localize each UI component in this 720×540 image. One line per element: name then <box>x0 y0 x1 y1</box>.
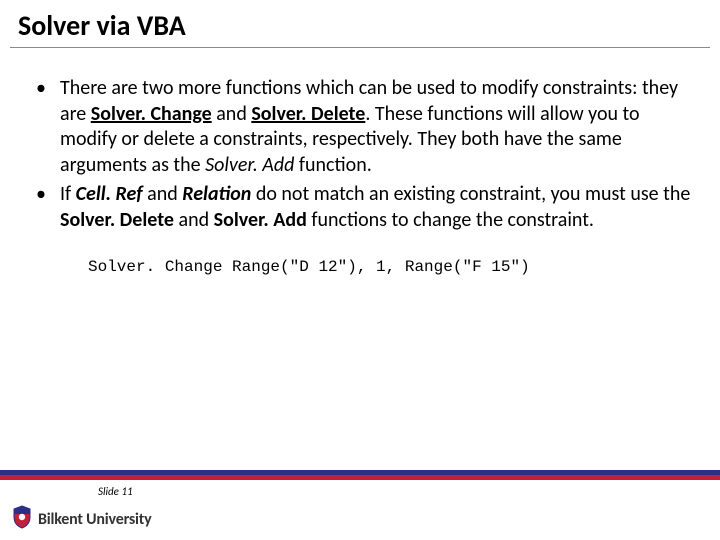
title-region: Solver via VBA <box>0 0 720 43</box>
slide-title: Solver via VBA <box>18 8 702 43</box>
logo-text: Bilkent University <box>38 510 152 529</box>
bullet-item: There are two more functions which can b… <box>28 76 692 178</box>
body-region: There are two more functions which can b… <box>0 48 720 276</box>
footer-bar <box>0 470 720 480</box>
bullet-item: If Cell. Ref and Relation do not match a… <box>28 182 692 233</box>
code-example: Solver. Change Range("D 12"), 1, Range("… <box>88 258 692 276</box>
slide: Solver via VBA There are two more functi… <box>0 0 720 540</box>
shield-icon <box>12 505 32 534</box>
logo: Bilkent University <box>12 505 152 534</box>
slide-number: Slide 11 <box>98 485 133 498</box>
bullet-list: There are two more functions which can b… <box>28 76 692 234</box>
